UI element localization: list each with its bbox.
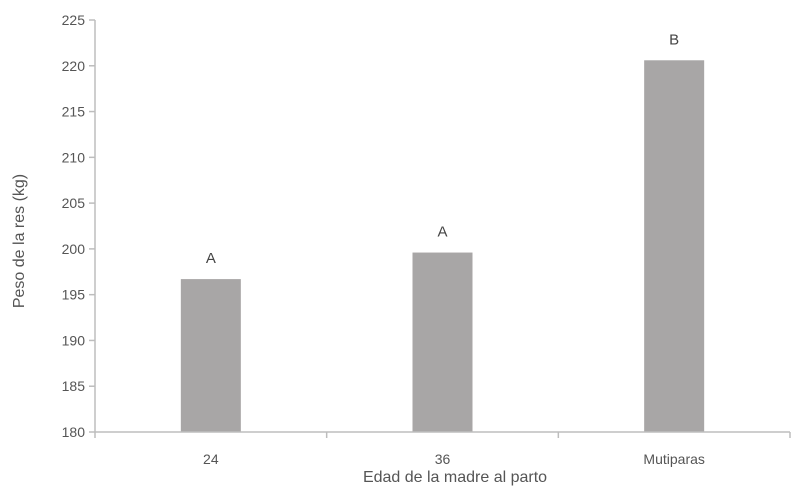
y-tick-label: 185	[62, 378, 86, 394]
x-tick-label: 36	[435, 451, 451, 467]
y-axis-ticks: 180 185 190 195 200 205 210 215 220 225	[62, 12, 95, 440]
x-tick-label: Mutiparas	[643, 451, 704, 467]
bar-36	[412, 252, 473, 432]
y-tick-label: 190	[62, 332, 86, 348]
bar-annotation: B	[669, 31, 679, 48]
y-tick-label: 225	[62, 12, 86, 28]
y-tick-label: 205	[62, 195, 86, 211]
bar-24	[180, 279, 241, 432]
x-tick-label: 24	[203, 451, 219, 467]
y-tick-label: 195	[62, 287, 86, 303]
bars	[180, 60, 705, 432]
y-tick-label: 180	[62, 424, 86, 440]
y-tick-label: 210	[62, 149, 86, 165]
x-axis-ticks: 24 36 Mutiparas	[94, 432, 791, 467]
bar-annotation: A	[437, 224, 447, 241]
y-tick-label: 220	[62, 58, 86, 74]
bar-annotation: A	[206, 250, 216, 267]
y-tick-label: 215	[62, 104, 86, 120]
y-axis-label: Peso de la res (kg)	[11, 174, 28, 308]
bar-annotations: A A B	[206, 31, 679, 267]
y-tick-label: 200	[62, 241, 86, 257]
bar-mutiparas	[644, 60, 705, 432]
x-axis-label: Edad de la madre al parto	[363, 469, 547, 486]
